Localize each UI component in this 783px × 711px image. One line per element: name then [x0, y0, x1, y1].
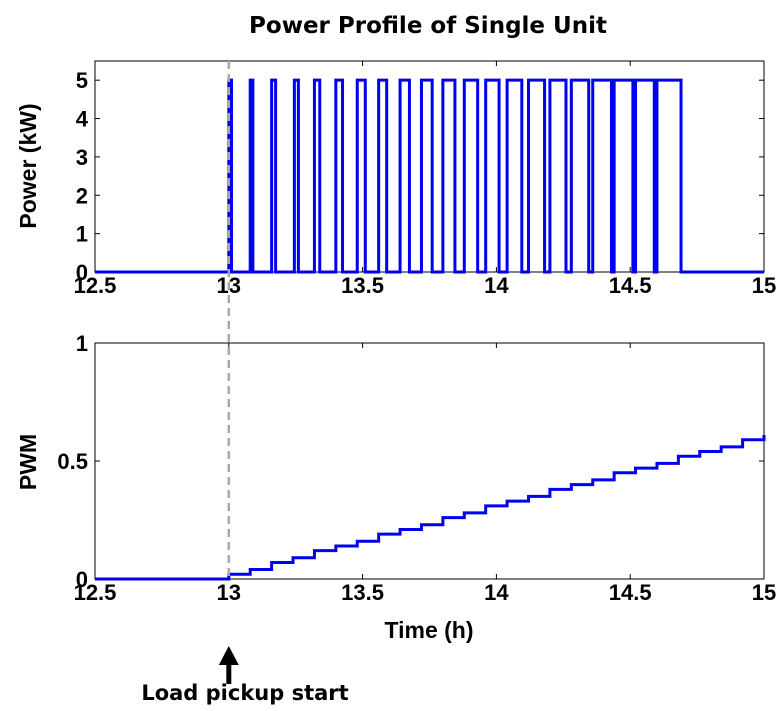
pwm-xtick-label: 13	[217, 580, 241, 605]
pwm-axes-frame	[94, 342, 765, 580]
pwm-xtick-label: 14.5	[609, 580, 652, 605]
pwm-ytick-label: 0	[76, 567, 88, 592]
pwm-xtick-label: 13.5	[341, 580, 384, 605]
power-xtick-label: 14.5	[609, 273, 652, 298]
pwm-axes: 12.5 13 13.5 14 14.5 15 0 0.5 1 PWM Time (h)	[15, 331, 776, 643]
pwm-series-line	[95, 435, 766, 581]
power-ytick-label: 4	[76, 107, 89, 132]
power-ytick-label: 0	[76, 260, 88, 285]
pwm-ticks: 12.5 13 13.5 14 14.5 15 0 0.5 1	[57, 331, 776, 605]
power-xtick-label: 12.5	[74, 273, 117, 298]
pwm-ytick-label: 1	[76, 331, 88, 356]
pwm-ytick-label: 0.5	[57, 449, 88, 474]
power-xtick-label: 15	[752, 273, 776, 298]
pwm-ylabel: PWM	[15, 434, 41, 490]
power-ytick-label: 2	[76, 183, 88, 208]
power-xtick-label: 13.5	[341, 273, 384, 298]
pwm-xtick-label: 14	[484, 580, 509, 605]
power-ytick-label: 3	[76, 145, 88, 170]
power-ylabel: Power (kW)	[15, 103, 41, 228]
power-series-line	[95, 78, 764, 274]
power-ytick-label: 1	[76, 222, 88, 247]
pwm-series	[95, 435, 766, 581]
power-axes-frame	[94, 60, 765, 273]
power-ytick-label: 5	[76, 68, 88, 93]
power-xtick-label: 14	[484, 273, 509, 298]
chart-title: Power Profile of Single Unit	[249, 13, 607, 39]
pwm-xtick-label: 15	[752, 580, 776, 605]
pwm-xlabel: Time (h)	[384, 617, 473, 643]
up-arrow-icon	[218, 646, 239, 684]
load-pickup-label: Load pickup start	[141, 681, 348, 705]
pwm-xtick-label: 12.5	[74, 580, 117, 605]
power-series	[95, 78, 764, 274]
